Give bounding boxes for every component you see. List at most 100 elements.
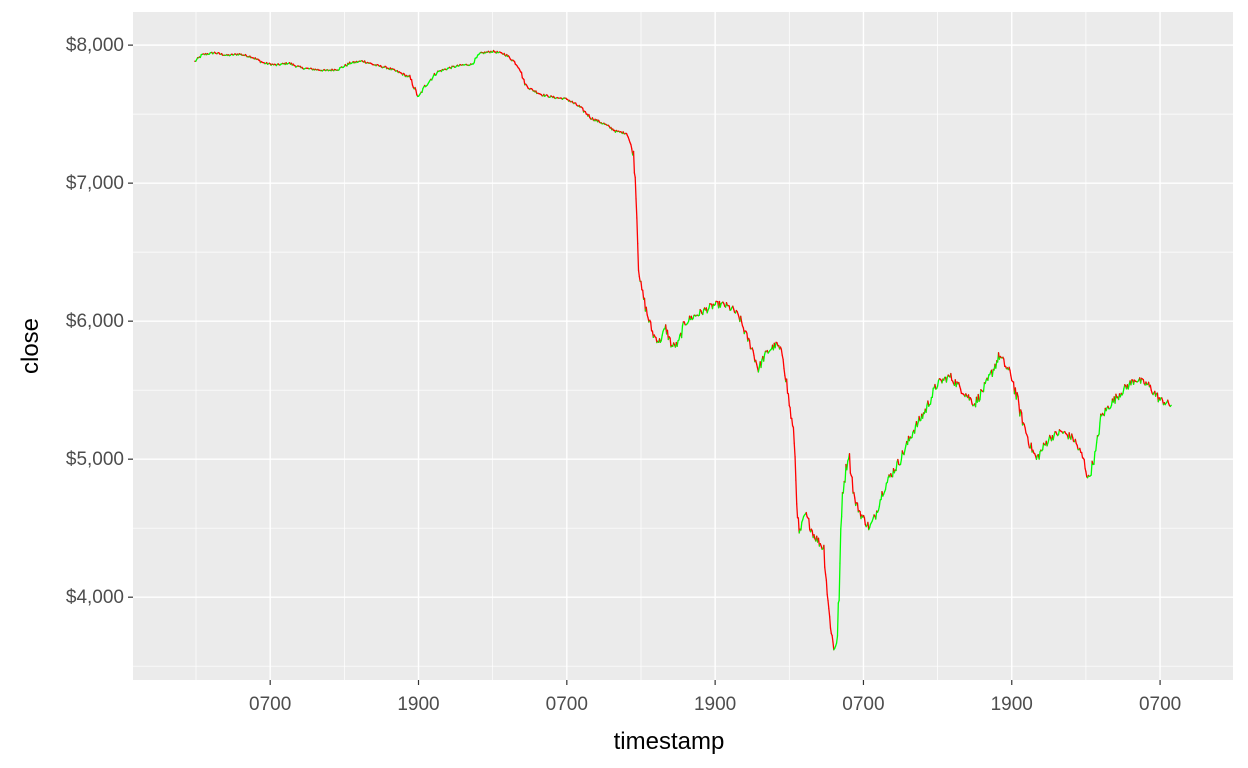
price-segment [632,150,636,174]
price-segment [979,389,982,401]
price-segment [840,492,844,518]
price-segment [640,280,643,291]
price-segment [825,579,828,595]
y-axis: $4,000 $5,000 $6,000 $7,000 $8,000 [66,35,133,608]
price-segment [853,491,856,499]
y-tick-label: $4,000 [66,587,124,608]
y-axis-title: close [17,318,44,374]
price-segment [740,321,744,327]
price-segment [987,374,990,381]
price-segment [633,172,636,179]
price-segment [875,510,878,520]
price-segment [914,424,917,434]
x-tick-label: 1900 [991,694,1033,715]
price-segment [895,461,898,472]
price-segment [1083,459,1086,470]
price-segment [918,415,921,422]
x-axis-title: timestamp [614,728,725,755]
price-segment [678,334,681,341]
price-segment [637,269,640,278]
price-segment [929,396,933,405]
price-segment [1081,451,1084,459]
plot-panel [133,12,1233,680]
price-segment [836,602,839,637]
price-segment [1027,436,1030,445]
x-tick-label: 1900 [397,694,439,715]
price-segment [1068,432,1071,439]
x-tick-label: 0700 [546,694,588,715]
price-segment [805,511,808,518]
price-segment [828,608,831,618]
price-segment [661,330,664,337]
price-segment [415,89,418,96]
price-segment [787,393,790,407]
gridlines [133,12,1233,680]
price-segment [1093,451,1096,466]
price-segment [970,398,973,405]
price-segment [1149,384,1152,391]
price-segment [637,243,640,271]
price-segment [1140,377,1143,384]
price-segment [1169,404,1172,408]
price-segment [1090,460,1093,476]
price-segment [829,627,832,635]
price-segment [1030,442,1033,453]
price-segment [791,417,794,427]
price-segment [523,78,526,86]
price-segment [792,426,795,444]
y-tick-label: $6,000 [66,311,124,332]
price-segment [934,383,937,390]
price-segment [831,634,834,643]
price-segment [410,79,414,86]
price-segment [904,445,907,451]
price-segment [680,325,684,339]
price-segment [1016,392,1019,398]
price-segment [832,641,835,651]
price-segment [931,387,934,398]
price-segment [635,198,638,219]
price-segment [856,502,859,513]
price-segment [800,521,803,531]
price-segment [911,431,914,439]
price-segment [808,518,811,531]
price-segment [1074,438,1077,445]
price-segment [1095,441,1098,452]
x-tick-label: 0700 [842,694,884,715]
price-segment [835,635,839,644]
price-segment [1035,454,1039,461]
price-segment [1010,375,1013,382]
price-segment [757,366,760,373]
price-segment [884,482,888,491]
price-segment [982,382,986,393]
price-segment [740,315,743,323]
price-segment [827,599,830,610]
price-segment [1009,369,1012,377]
y-tick-label: $5,000 [66,449,124,470]
price-segment [708,303,711,309]
price-segment [824,566,827,575]
price-segment [1072,436,1075,443]
price-segment [681,321,684,327]
price-segment [840,516,843,530]
price-segment [1098,422,1101,435]
price-series [194,49,1172,651]
price-segment [785,378,789,394]
price-segment [702,308,705,316]
price-segment [824,573,828,581]
price-segment [698,308,701,316]
price-segment [846,460,849,471]
price-segment [793,442,796,458]
price-segment [991,368,994,378]
x-tick-label: 1900 [694,694,736,715]
price-segment [1024,427,1027,434]
price-segment [781,354,784,361]
price-segment [797,517,800,534]
price-segment [1099,413,1102,424]
price-segment [878,499,881,508]
price-segment [789,407,792,419]
price-segment [916,421,919,428]
price-segment [959,388,963,395]
price-segment [783,367,786,377]
price-segment [676,339,679,347]
